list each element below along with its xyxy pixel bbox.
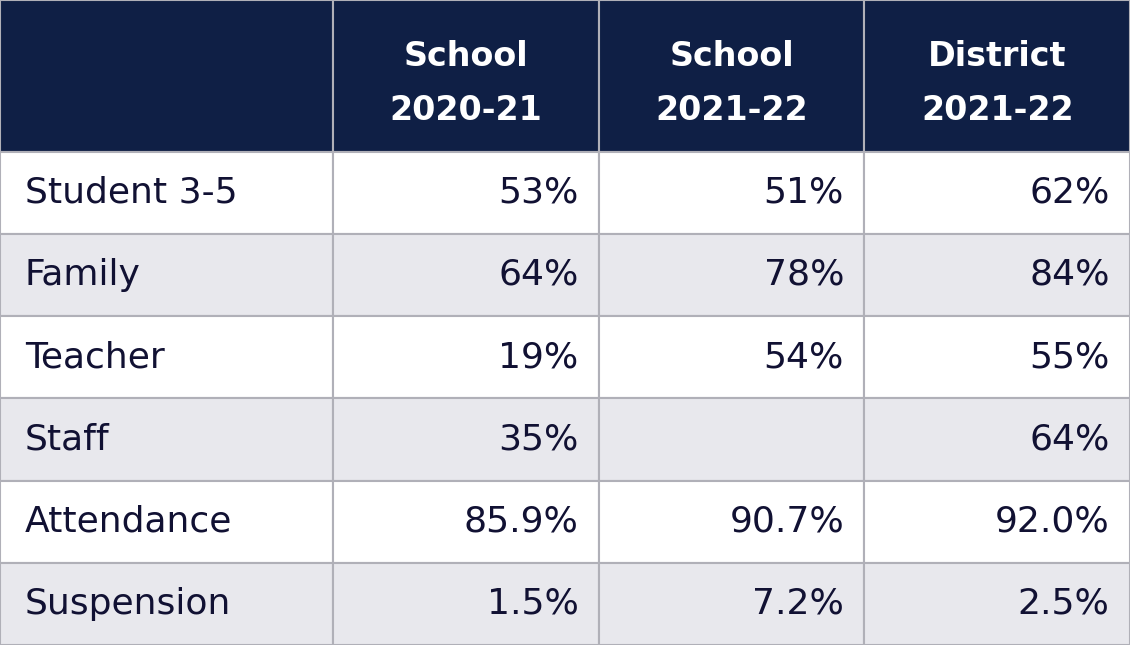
Bar [333, 316, 599, 398]
Bar [333, 481, 599, 562]
Bar [599, 234, 864, 316]
Text: 2.5%: 2.5% [1018, 587, 1110, 621]
Bar [599, 562, 864, 645]
Bar [333, 152, 599, 234]
Text: Attendance: Attendance [25, 504, 233, 539]
Bar [0, 316, 333, 398]
Text: 84%: 84% [1029, 258, 1110, 292]
Text: Teacher: Teacher [25, 340, 165, 374]
Text: 78%: 78% [764, 258, 844, 292]
Bar [599, 152, 864, 234]
Text: Student 3-5: Student 3-5 [25, 175, 237, 210]
Text: 19%: 19% [498, 340, 579, 374]
Bar [599, 399, 864, 481]
Bar [599, 0, 864, 152]
Bar [0, 234, 333, 316]
Text: 92.0%: 92.0% [994, 504, 1110, 539]
Bar [864, 0, 1130, 152]
Bar [333, 399, 599, 481]
Text: 2020-21: 2020-21 [390, 94, 542, 127]
Text: 51%: 51% [764, 175, 844, 210]
Text: 64%: 64% [1029, 422, 1110, 457]
Text: Suspension: Suspension [25, 587, 232, 621]
Bar [333, 234, 599, 316]
Bar [864, 234, 1130, 316]
Text: 1.5%: 1.5% [487, 587, 579, 621]
Text: 53%: 53% [498, 175, 579, 210]
Text: School: School [669, 39, 794, 73]
Bar [599, 316, 864, 398]
Bar [0, 481, 333, 562]
Text: 62%: 62% [1029, 175, 1110, 210]
Text: 35%: 35% [498, 422, 579, 457]
Text: 64%: 64% [498, 258, 579, 292]
Bar [864, 399, 1130, 481]
Text: 2021-22: 2021-22 [655, 94, 808, 127]
Text: School: School [403, 39, 529, 73]
Text: 2021-22: 2021-22 [921, 94, 1074, 127]
Bar [0, 562, 333, 645]
Text: 85.9%: 85.9% [463, 504, 579, 539]
Bar [333, 562, 599, 645]
Text: 90.7%: 90.7% [729, 504, 844, 539]
Text: 7.2%: 7.2% [753, 587, 844, 621]
Text: Staff: Staff [25, 422, 110, 457]
Bar [333, 0, 599, 152]
Text: 55%: 55% [1029, 340, 1110, 374]
Bar [599, 481, 864, 562]
Bar [0, 399, 333, 481]
Text: District: District [928, 39, 1067, 73]
Bar [864, 152, 1130, 234]
Bar [864, 562, 1130, 645]
Bar [864, 481, 1130, 562]
Bar [0, 152, 333, 234]
Bar [0, 0, 333, 152]
Text: 54%: 54% [764, 340, 844, 374]
Bar [864, 316, 1130, 398]
Text: Family: Family [25, 258, 141, 292]
